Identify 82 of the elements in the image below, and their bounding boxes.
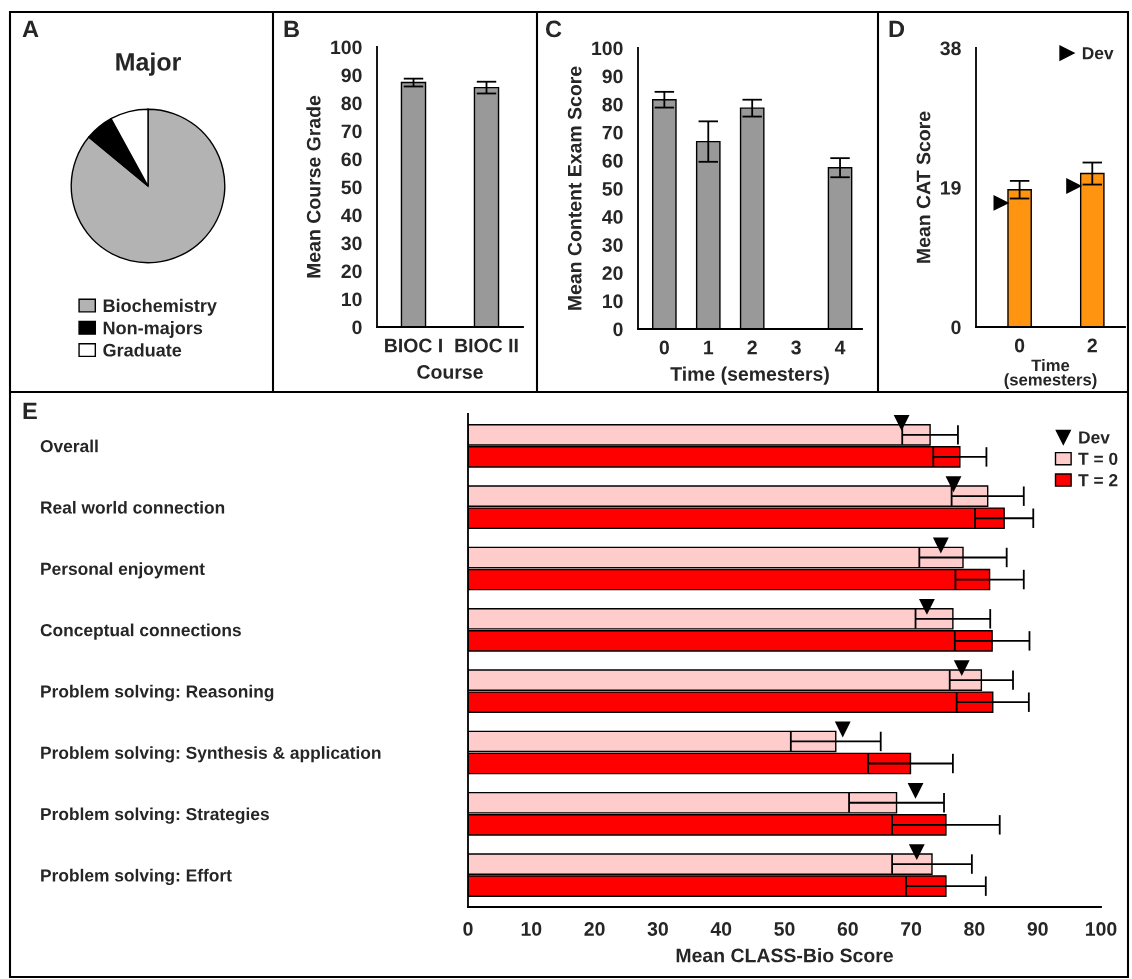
x-tick-label: 20 <box>584 922 605 936</box>
x-tick-label: BIOC II <box>455 338 518 353</box>
point <box>907 782 924 799</box>
x-axis-title: Time (semesters) <box>1004 359 1097 389</box>
text: D <box>889 20 905 38</box>
y-tick-label: Problem solving: Synthesis & application <box>41 746 381 763</box>
x-tick-label: 0 <box>659 340 669 355</box>
chart-title: Major <box>116 52 181 76</box>
y-tick-label: 30 <box>602 238 623 252</box>
y-tick-label: 90 <box>341 68 362 83</box>
y-tick-label: 38 <box>940 41 961 56</box>
point <box>932 537 949 554</box>
x-axis-title: Time (semesters) <box>670 366 829 385</box>
text: B <box>284 20 299 38</box>
point <box>953 660 970 677</box>
y-tick-label: 90 <box>602 69 623 84</box>
y-tick-label: 40 <box>341 208 362 223</box>
y-tick-label: Conceptual connections <box>40 623 241 640</box>
y-tick-label: Real world connection <box>41 500 225 514</box>
y-tick-label: 60 <box>602 153 623 168</box>
y-axis-title: Mean Course Grade <box>306 95 321 278</box>
y-tick-label: Problem solving: Strategies <box>41 807 269 824</box>
legend-label: Non-majors <box>103 321 203 338</box>
y-tick-label: 80 <box>602 97 623 112</box>
point <box>893 414 910 431</box>
x-tick-label: 70 <box>901 922 922 936</box>
text: E <box>23 402 37 420</box>
y-tick-label: 70 <box>602 125 623 140</box>
legend-label: Graduate <box>103 343 182 357</box>
legend-label: Biochemistry <box>103 298 217 316</box>
y-tick-label: 60 <box>341 152 362 167</box>
y-tick-label: Personal enjoyment <box>41 562 205 579</box>
y-tick-label: 50 <box>602 181 623 196</box>
x-tick-label: 100 <box>1086 922 1117 936</box>
y-tick-label: 10 <box>342 292 362 307</box>
x-tick-label: 60 <box>837 922 858 936</box>
y-tick-label: 70 <box>341 124 362 139</box>
x-tick-label: 90 <box>1027 922 1048 936</box>
pie-slice <box>70 108 226 264</box>
legend-label: Dev <box>1079 431 1110 444</box>
y-tick-label: 100 <box>331 40 362 55</box>
x-tick-label: 40 <box>710 922 732 936</box>
x-tick-label: 2 <box>1087 338 1097 353</box>
y-tick-label: Problem solving: Reasoning <box>41 684 274 702</box>
x-tick-label: 2 <box>747 340 757 355</box>
y-tick-label: 50 <box>341 180 362 195</box>
x-tick-label: BIOC I <box>385 338 442 353</box>
y-tick-label: 30 <box>341 236 362 251</box>
legend-label: Dev <box>1082 47 1114 60</box>
x-tick-label: 80 <box>964 922 985 936</box>
y-tick-label: Problem solving: Effort <box>41 868 232 886</box>
point <box>945 476 962 493</box>
y-tick-label: 19 <box>941 180 961 195</box>
y-tick-label: 0 <box>613 322 623 337</box>
y-tick-label: 100 <box>592 41 623 56</box>
y-tick-label: 0 <box>951 320 961 335</box>
x-tick-label: 50 <box>774 922 795 936</box>
x-tick-label: 10 <box>521 922 542 936</box>
x-tick-label: 1 <box>704 340 714 355</box>
legend-label: T = 2 <box>1078 474 1118 487</box>
x-tick-label: 4 <box>834 340 846 355</box>
x-tick-label: 30 <box>647 922 668 936</box>
legend-label: T = 0 <box>1078 452 1118 465</box>
y-tick-label: 80 <box>341 96 362 111</box>
point <box>834 721 851 738</box>
y-tick-label: 40 <box>602 210 623 224</box>
point <box>908 844 925 861</box>
y-axis-title: Mean Content Exam Score <box>567 66 582 310</box>
x-tick-label: 3 <box>791 340 801 355</box>
x-axis-title: Course <box>417 365 483 379</box>
y-tick-label: 10 <box>603 294 623 309</box>
x-tick-label: 0 <box>1014 338 1025 353</box>
y-tick-label: Overall <box>40 439 98 453</box>
y-axis-title: Mean CAT Score <box>916 111 931 263</box>
x-axis-title: Mean CLASS-Bio Score <box>676 948 893 963</box>
point <box>919 598 935 615</box>
text: A <box>22 20 39 38</box>
y-tick-label: 20 <box>341 264 362 279</box>
y-tick-label: 0 <box>352 320 362 335</box>
y-tick-label: 20 <box>602 266 623 281</box>
x-tick-label: 0 <box>463 922 473 936</box>
text: C <box>545 20 562 38</box>
